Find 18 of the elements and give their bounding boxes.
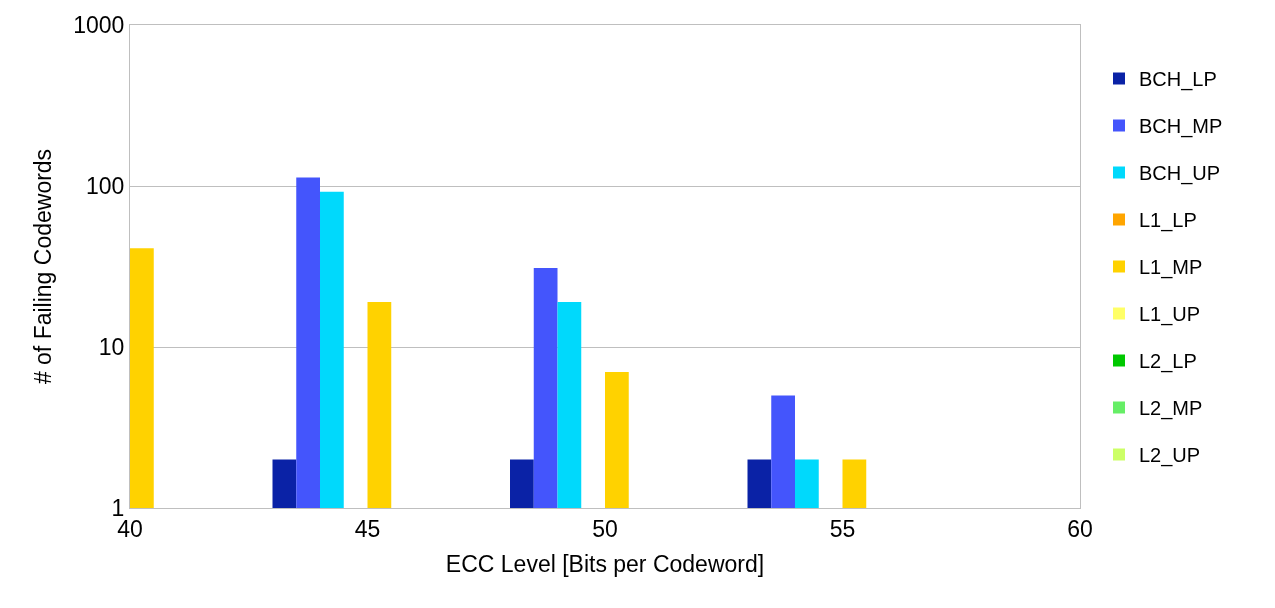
legend-label: L2_UP	[1139, 444, 1201, 468]
legend-label: L2_MP	[1139, 397, 1203, 421]
x-tick-label: 45	[354, 515, 381, 542]
y-tick-label: 1000	[73, 12, 125, 39]
legend-label: BCH_LP	[1139, 68, 1217, 92]
y-axis-title: # of Failing Codewords	[29, 148, 56, 385]
x-tick-label: 60	[1067, 515, 1093, 542]
legend-label: BCH_UP	[1139, 162, 1221, 186]
legend-label: L1_UP	[1139, 303, 1201, 327]
legend-label: BCH_MP	[1139, 115, 1223, 139]
y-tick-label: 10	[98, 334, 125, 361]
legend-label: L1_MP	[1139, 256, 1203, 280]
y-tick-label: 100	[86, 173, 125, 200]
legend-label: L1_LP	[1139, 209, 1197, 233]
legend-label: L2_LP	[1139, 350, 1197, 374]
x-axis-title: ECC Level [Bits per Codeword]	[445, 551, 765, 578]
x-tick-label: 55	[829, 515, 856, 542]
x-tick-label: 50	[592, 515, 618, 542]
